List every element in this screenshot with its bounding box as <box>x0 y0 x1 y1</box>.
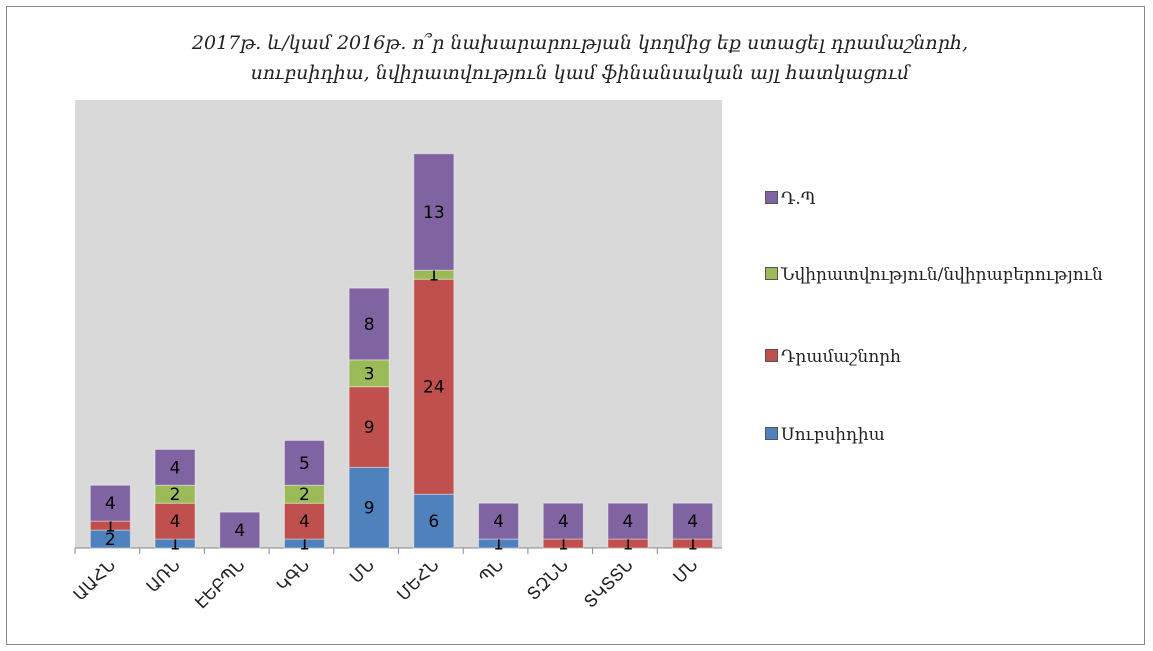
data-label: 4 <box>170 512 181 532</box>
legend-label: Դ.Պ <box>781 189 816 209</box>
bar-segment <box>348 466 390 549</box>
data-label: 2 <box>105 530 116 550</box>
data-label: 4 <box>493 512 504 532</box>
data-label: 24 <box>423 378 445 398</box>
bar-segment <box>283 502 325 540</box>
data-label: 1 <box>493 535 504 555</box>
x-tick-label: ՏԶՆՆ <box>523 555 572 604</box>
data-label: 6 <box>428 512 439 532</box>
legend-label: Սուբսիդիա <box>781 425 885 445</box>
bar-segment <box>478 502 520 540</box>
data-label: 2 <box>299 485 310 505</box>
data-label: 4 <box>623 512 634 532</box>
data-label: 4 <box>105 494 116 514</box>
bar-segment <box>283 439 325 486</box>
x-tick-label: ՄՆ <box>346 555 378 587</box>
bar-segment <box>348 359 390 388</box>
bar-segment <box>413 278 455 495</box>
data-label: 1 <box>299 535 310 555</box>
legend-label: Նվիրատվություն/նվիրաբերություն <box>781 265 1103 285</box>
legend-item: Դրամաշնորհ <box>765 343 1145 371</box>
legend-item: Դ.Պ <box>765 185 1145 213</box>
legend-swatch <box>765 191 778 204</box>
x-tick-label: ԱԱՀՆ <box>70 555 120 605</box>
data-label: 1 <box>105 517 116 537</box>
bar-segment <box>542 502 584 540</box>
x-tick-label: ՄԵՀՆ <box>394 555 444 605</box>
chart-title: 2017թ. և/կամ 2016թ. ո՞ր նախարարության կո… <box>191 32 969 84</box>
data-label: 1 <box>170 535 181 555</box>
data-label: 4 <box>687 512 698 532</box>
x-tick-label: ՄՆ <box>670 555 702 587</box>
x-tick-label: ՊՆ <box>476 555 509 588</box>
bar-segment <box>607 502 649 540</box>
legend-swatch <box>765 267 778 280</box>
bar-segment <box>413 493 455 549</box>
legend-label: Դրամաշնորհ <box>781 347 901 367</box>
data-label: 8 <box>364 315 375 335</box>
data-label: 2 <box>170 485 181 505</box>
x-tick-label: ԿԳՆ <box>273 555 314 596</box>
data-label: 4 <box>558 512 569 532</box>
data-label: 1 <box>687 535 698 555</box>
data-label: 9 <box>364 418 375 438</box>
data-label: 1 <box>558 535 569 555</box>
data-label: 1 <box>428 266 439 286</box>
x-tick-label: ԷԵԲՊՆ <box>191 555 249 613</box>
bar-segment <box>348 386 390 468</box>
data-label: 1 <box>623 535 634 555</box>
bar-segment <box>154 448 196 486</box>
bar-segment <box>89 484 131 522</box>
legend-item: Նվիրատվություն/նվիրաբերություն <box>765 261 1145 289</box>
data-label: 13 <box>423 203 445 223</box>
data-label: 9 <box>364 499 375 519</box>
legend-item: Սուբսիդիա <box>765 421 1145 449</box>
bar-segment <box>348 287 390 361</box>
chart-frame <box>6 6 1145 645</box>
bar-segment <box>219 511 261 549</box>
x-tick-label: ՏԿՏՏՆ <box>580 555 637 612</box>
legend-swatch <box>765 349 778 362</box>
data-label: 4 <box>170 458 181 478</box>
bar-segment <box>672 502 714 540</box>
data-label: 3 <box>364 364 375 384</box>
data-label: 5 <box>299 454 310 474</box>
legend-swatch <box>765 427 778 440</box>
data-label: 4 <box>234 521 245 541</box>
x-tick-label: ԱՌՆ <box>143 555 185 597</box>
bar-segment <box>413 153 455 271</box>
data-label: 4 <box>299 512 310 532</box>
